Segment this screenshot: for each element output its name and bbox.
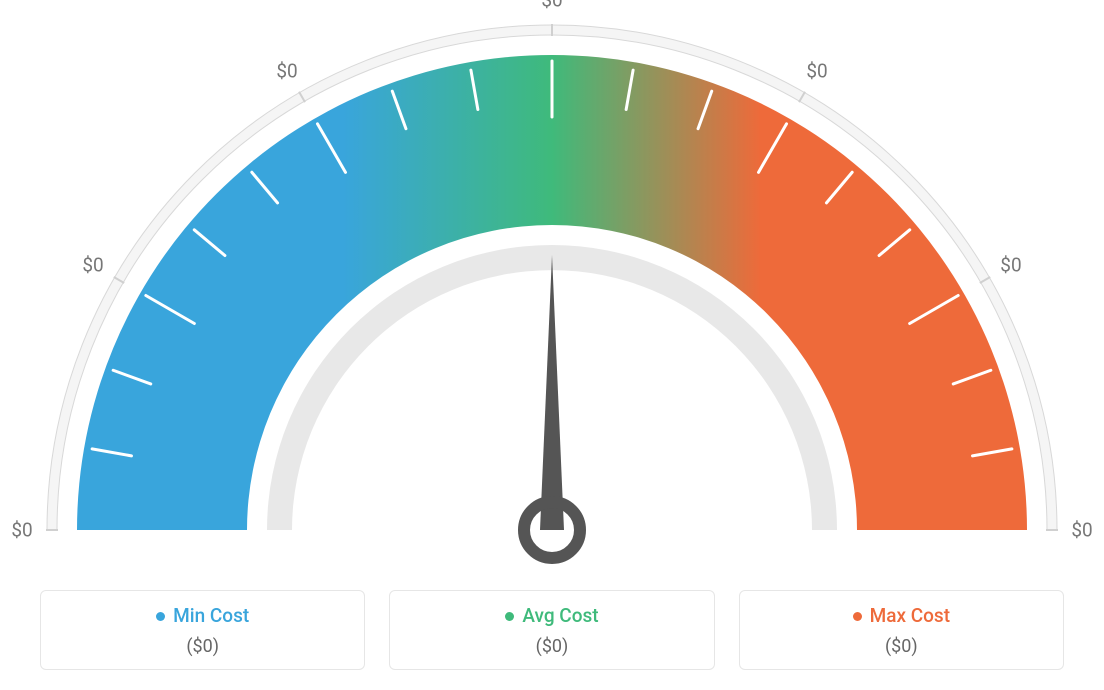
legend-label-max: Max Cost: [870, 605, 950, 628]
legend-card-min: Min Cost ($0): [40, 590, 365, 670]
legend-dot-min: [156, 612, 165, 621]
legend-value-min: ($0): [51, 636, 354, 657]
legend-card-max: Max Cost ($0): [739, 590, 1064, 670]
legend-value-max: ($0): [750, 636, 1053, 657]
legend-row: Min Cost ($0) Avg Cost ($0) Max Cost ($0…: [0, 590, 1104, 670]
gauge-svg: [22, 10, 1082, 570]
legend-label-min: Min Cost: [173, 605, 249, 628]
legend-label-avg: Avg Cost: [522, 605, 598, 628]
legend-title-max: Max Cost: [853, 605, 950, 628]
legend-card-avg: Avg Cost ($0): [389, 590, 714, 670]
legend-dot-max: [853, 612, 862, 621]
legend-value-avg: ($0): [400, 636, 703, 657]
legend-title-min: Min Cost: [156, 605, 249, 628]
legend-dot-avg: [505, 612, 514, 621]
cost-gauge: $0$0$0$0$0$0$0: [22, 10, 1082, 570]
legend-title-avg: Avg Cost: [505, 605, 598, 628]
